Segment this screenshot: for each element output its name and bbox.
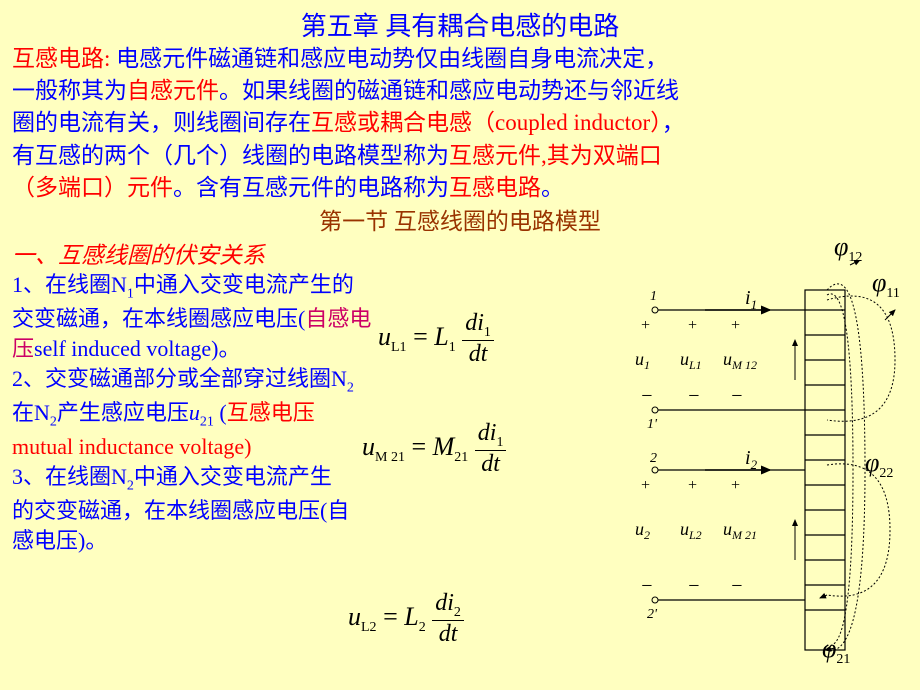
svg-text:uL1: uL1	[680, 349, 702, 372]
p1d: self induced voltage)	[34, 336, 219, 361]
intro-l4b: 互感元件,其为双端口	[449, 143, 662, 168]
svg-text:−: −	[687, 575, 701, 597]
svg-text:−: −	[640, 575, 654, 597]
f3n: di	[435, 590, 454, 616]
svg-text:1': 1'	[647, 417, 658, 432]
intro-l2a: 一般称其为	[12, 78, 127, 103]
p2b: 在N	[12, 400, 50, 425]
f1-lhs: u	[378, 322, 391, 351]
p2u: u	[189, 400, 200, 425]
intro-l5a: （多端口）元件	[12, 175, 173, 200]
f2-Ls: 21	[454, 450, 468, 465]
intro-l1a: 互感电路:	[12, 46, 110, 71]
point-2: 2、交变磁通部分或全部穿过线圈N2在N2产生感应电压u21 (互感电压mutua…	[0, 364, 372, 462]
p3as: 2	[127, 478, 134, 493]
f2d: dt	[475, 451, 507, 477]
svg-text:+: +	[640, 317, 651, 334]
intro-l2c: 。如果线圈的磁通链和感应电动势还与邻近线	[219, 78, 679, 103]
intro-l3b: 互感或耦合电感（coupled inductor）	[311, 110, 662, 135]
svg-text:−: −	[730, 575, 744, 597]
f1-Ls: 1	[449, 340, 456, 355]
p1as: 1	[127, 286, 134, 301]
f3ns: 2	[454, 605, 461, 620]
intro-paragraph: 互感电路: 电感元件磁通链和感应电动势仅由线圈自身电流决定， 一般称其为自感元件…	[0, 43, 920, 204]
svg-text:1: 1	[650, 289, 657, 304]
p2as: 2	[347, 380, 354, 395]
f2-eq: =	[411, 432, 432, 461]
svg-text:+: +	[687, 477, 698, 494]
p2e: 互感电压	[227, 400, 315, 425]
intro-l2b: 自感元件	[127, 78, 219, 103]
svg-text:uL2: uL2	[680, 519, 702, 542]
p2c: 产生感应电压	[57, 400, 189, 425]
intro-l3a: 圈的电流有关，则线圈间存在	[12, 110, 311, 135]
svg-text:−: −	[730, 385, 744, 407]
f1ns: 1	[484, 325, 491, 340]
svg-text:+: +	[687, 317, 698, 334]
svg-text:i1: i1	[745, 287, 757, 312]
f3-frac: di2 dt	[432, 590, 464, 648]
p3c: 。	[85, 528, 107, 553]
formula-2: uM 21 = M21 di1 dt	[362, 420, 506, 478]
f3-lhs: u	[348, 602, 361, 631]
intro-l3c: ，	[662, 110, 685, 135]
f3-eq: =	[383, 602, 404, 631]
formula-3: uL2 = L2 di2 dt	[348, 590, 464, 648]
p1a: 1、在线圈N	[12, 272, 127, 297]
intro-l5c: 互感电路	[449, 175, 541, 200]
svg-text:u2: u2	[635, 519, 650, 542]
f3d: dt	[432, 621, 464, 647]
point-3: 3、在线圈N2中通入交变电流产生的交变磁通，在本线圈感应电压(自感电压)。	[0, 462, 352, 556]
f1-L: L	[434, 322, 448, 351]
svg-text:−: −	[640, 385, 654, 407]
intro-l5d: 。	[541, 175, 564, 200]
f3-lhss: L2	[361, 620, 377, 635]
p2d: (	[214, 400, 227, 425]
f3-L: L	[404, 602, 418, 631]
f1-frac: di1 dt	[462, 310, 494, 368]
svg-text:uM 12: uM 12	[723, 349, 757, 372]
svg-text:u1: u1	[635, 349, 650, 372]
formula-1: uL1 = L1 di1 dt	[378, 310, 494, 368]
p2bs: 2	[50, 414, 57, 429]
p2us: 21	[200, 414, 214, 429]
svg-text:−: −	[687, 385, 701, 407]
svg-text:2': 2'	[647, 607, 658, 622]
f2n: di	[478, 420, 497, 446]
f1-eq: =	[413, 322, 434, 351]
chapter-title: 第五章 具有耦合电感的电路	[0, 0, 920, 43]
f2-lhs: u	[362, 432, 375, 461]
f2-lhss: M 21	[375, 450, 405, 465]
f1d: dt	[462, 341, 494, 367]
f3-Ls: 2	[419, 620, 426, 635]
f1n: di	[465, 310, 484, 336]
p3a: 3、在线圈N	[12, 464, 127, 489]
p1e: 。	[219, 336, 241, 361]
svg-text:uM 21: uM 21	[723, 519, 757, 542]
section-title: 第一节 互感线圈的电路模型	[0, 202, 920, 236]
svg-text:+: +	[640, 477, 651, 494]
p2a: 2、交变磁通部分或全部穿过线圈N	[12, 366, 347, 391]
svg-text:+: +	[730, 477, 741, 494]
intro-l4a: 有互感的两个（几个）线圈的电路模型称为	[12, 143, 449, 168]
f2-frac: di1 dt	[475, 420, 507, 478]
f2ns: 1	[496, 435, 503, 450]
f2-L: M	[433, 432, 455, 461]
coupled-inductor-diagram: i1 i2 1 1' 2 2' + + + − − − u1 uL1 uM 12…	[595, 260, 915, 660]
svg-text:i2: i2	[745, 447, 758, 472]
f1-lhss: L1	[391, 340, 407, 355]
intro-l1b: 电感元件磁通链和感应电动势仅由线圈自身电流决定，	[110, 46, 668, 71]
intro-l5b: 。含有互感元件的电路称为	[173, 175, 449, 200]
p2f: mutual inductance voltage)	[12, 434, 251, 459]
point-1: 1、在线圈N1中通入交变电流产生的交变磁通，在本线圈感应电压(自感电压self …	[0, 270, 372, 364]
svg-text:+: +	[730, 317, 741, 334]
svg-text:2: 2	[650, 451, 657, 466]
